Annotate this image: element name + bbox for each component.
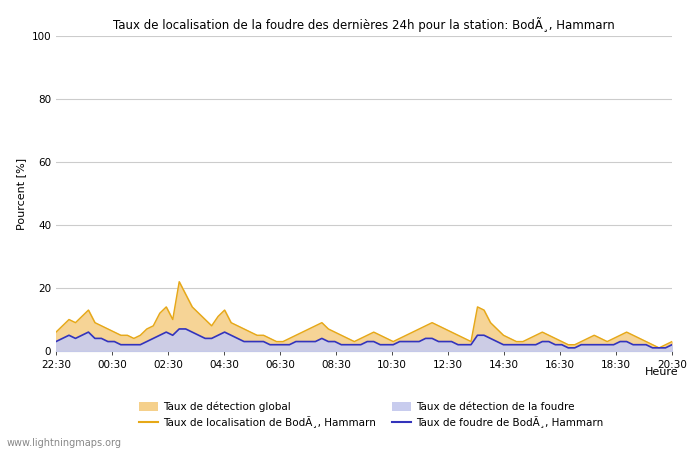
Y-axis label: Pourcent [%]: Pourcent [%]: [16, 158, 26, 230]
Text: Heure: Heure: [645, 367, 679, 377]
Legend: Taux de détection global, Taux de localisation de BodÃ¸, Hammarn, Taux de détect: Taux de détection global, Taux de locali…: [135, 397, 607, 432]
Title: Taux de localisation de la foudre des dernières 24h pour la station: BodÃ¸, Hamm: Taux de localisation de la foudre des de…: [113, 17, 615, 32]
Text: www.lightningmaps.org: www.lightningmaps.org: [7, 438, 122, 448]
